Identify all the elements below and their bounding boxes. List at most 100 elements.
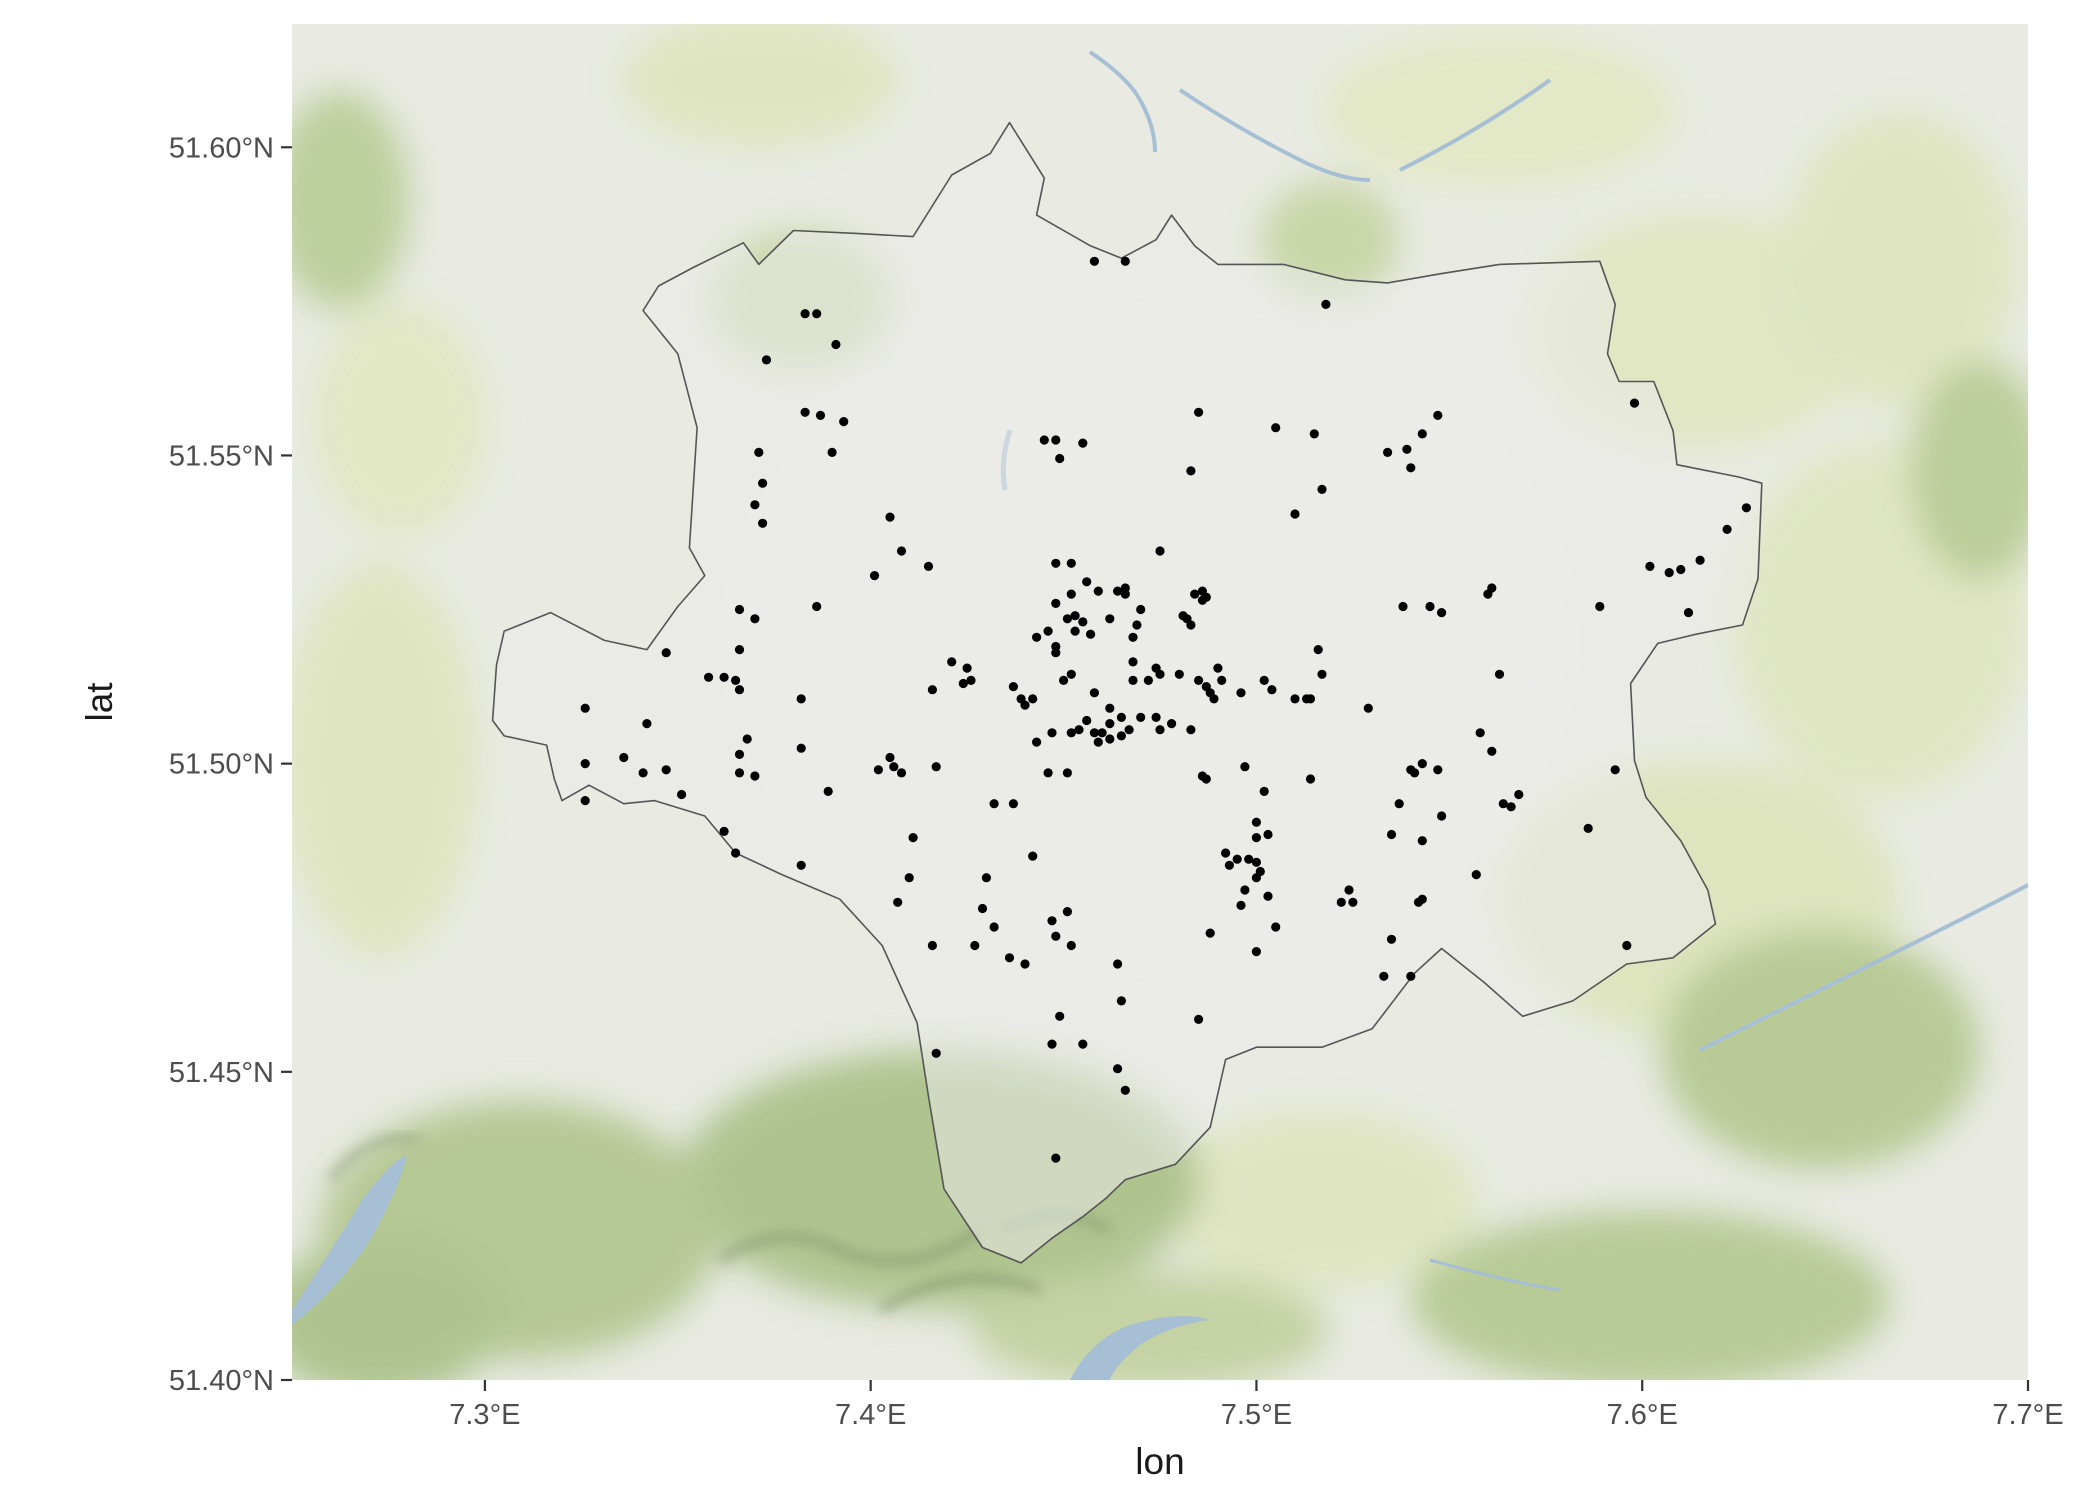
- data-point: [719, 672, 729, 682]
- data-point: [1305, 694, 1316, 704]
- data-point: [677, 789, 687, 800]
- data-point: [1032, 632, 1042, 642]
- data-point: [1004, 953, 1015, 963]
- data-point: [1741, 503, 1751, 513]
- data-point: [923, 561, 934, 572]
- data-point: [1595, 601, 1605, 612]
- data-point: [580, 759, 590, 769]
- data-point: [1251, 857, 1261, 867]
- data-point: [800, 309, 810, 319]
- data-point: [642, 719, 652, 729]
- data-point: [661, 648, 671, 658]
- data-point: [750, 614, 760, 624]
- data-point: [750, 771, 760, 781]
- y-axis: 51.40°N 51.45°N 51.50°N 51.55°N 51.60°N: [169, 132, 292, 1397]
- data-point: [1487, 746, 1497, 756]
- data-point: [889, 762, 899, 772]
- data-point: [1089, 728, 1099, 738]
- data-point: [1317, 669, 1327, 679]
- data-point: [1051, 598, 1061, 609]
- data-point: [1433, 410, 1443, 420]
- data-point: [1182, 614, 1192, 624]
- data-point: [734, 685, 745, 695]
- data-point: [1062, 768, 1072, 778]
- data-point: [1051, 558, 1061, 568]
- data-point: [1113, 1064, 1123, 1074]
- x-axis-title: lon: [1135, 1441, 1184, 1482]
- data-point: [1105, 719, 1115, 729]
- data-point: [1309, 429, 1319, 439]
- data-point: [1062, 614, 1072, 624]
- data-point: [1321, 299, 1331, 309]
- data-point: [1047, 916, 1057, 926]
- data-point: [981, 873, 992, 883]
- data-point: [1629, 398, 1640, 408]
- data-point: [1020, 959, 1030, 969]
- data-point: [947, 657, 957, 667]
- data-point: [1722, 524, 1732, 535]
- data-point: [750, 500, 760, 510]
- data-point: [1194, 407, 1204, 417]
- data-point: [1394, 799, 1404, 809]
- data-point: [1174, 669, 1184, 679]
- data-point: [1186, 466, 1196, 476]
- data-point: [1124, 725, 1134, 735]
- data-point: [1251, 833, 1261, 843]
- data-point: [734, 768, 745, 778]
- data-point: [1205, 928, 1215, 938]
- data-point: [731, 848, 741, 858]
- data-point: [1313, 645, 1323, 655]
- data-point: [1305, 774, 1316, 784]
- data-point: [1255, 866, 1265, 877]
- data-point: [1224, 860, 1234, 870]
- data-point: [812, 309, 822, 319]
- data-point: [1051, 1153, 1061, 1163]
- data-point: [1105, 703, 1115, 713]
- data-point: [1487, 583, 1497, 593]
- data-point: [1379, 971, 1389, 981]
- data-point: [1645, 561, 1655, 572]
- data-point: [1032, 737, 1042, 747]
- data-point: [1190, 589, 1200, 599]
- data-point: [1132, 620, 1142, 630]
- data-point: [796, 694, 806, 704]
- data-point: [1120, 256, 1130, 266]
- data-point: [1259, 786, 1269, 797]
- data-point: [1043, 626, 1053, 636]
- data-point: [1475, 728, 1485, 738]
- data-point: [1059, 675, 1069, 686]
- data-point: [1074, 725, 1084, 735]
- data-point: [989, 799, 999, 809]
- y-tick-label: 51.50°N: [169, 749, 274, 781]
- data-point: [1336, 897, 1346, 907]
- data-point: [1406, 463, 1416, 473]
- data-point: [815, 410, 826, 420]
- data-point: [1120, 583, 1130, 593]
- data-point: [754, 447, 764, 457]
- data-point: [619, 752, 629, 763]
- data-point: [1417, 894, 1427, 904]
- data-point: [927, 685, 938, 695]
- data-point: [1051, 648, 1061, 658]
- data-point: [1622, 940, 1632, 951]
- data-point: [734, 604, 745, 615]
- data-point: [1128, 657, 1138, 667]
- data-point: [1344, 885, 1354, 895]
- data-point: [1039, 435, 1049, 445]
- y-tick-label: 51.60°N: [169, 132, 274, 164]
- data-point: [1317, 484, 1327, 494]
- data-point: [1271, 922, 1281, 932]
- data-point: [958, 678, 968, 689]
- data-point: [1410, 768, 1420, 778]
- data-point: [800, 407, 810, 417]
- data-point: [1194, 1014, 1204, 1024]
- data-point: [1082, 715, 1092, 726]
- data-point: [1186, 725, 1196, 735]
- data-point: [1055, 453, 1065, 464]
- data-point: [1221, 848, 1231, 858]
- data-point: [719, 826, 729, 837]
- data-point: [896, 546, 907, 556]
- data-point: [1437, 811, 1447, 821]
- data-point: [580, 703, 590, 713]
- data-point: [734, 645, 745, 655]
